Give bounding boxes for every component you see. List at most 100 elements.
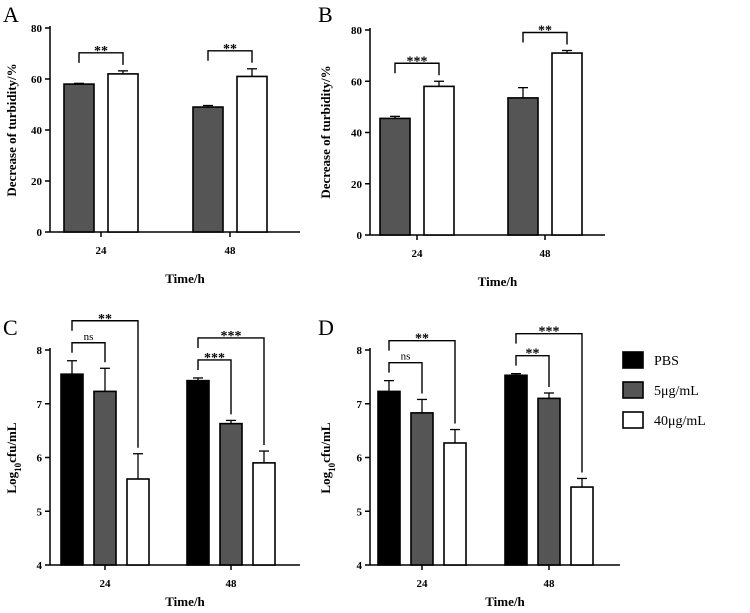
significance-bracket (515, 332, 583, 473)
bar (126, 478, 150, 566)
bar (570, 486, 594, 566)
y-axis-label: Decrease of turbidity/% (4, 63, 19, 196)
bar (379, 117, 411, 236)
bar (377, 390, 401, 566)
y-tick-label: 8 (37, 345, 43, 357)
y-tick-label: 4 (357, 560, 363, 572)
bar (537, 397, 561, 566)
significance-label: *** (204, 351, 225, 366)
x-axis-label: Time/h (485, 594, 525, 609)
bar (504, 374, 528, 566)
significance-label: ** (415, 332, 429, 347)
legend: PBS 5μg/mL 40μg/mL (622, 351, 706, 429)
significance-bracket (207, 50, 253, 63)
significance-label: *** (221, 329, 242, 344)
panel-letter: A (3, 2, 19, 27)
significance-label: ns (401, 351, 411, 363)
y-tick-label: 8 (357, 345, 363, 357)
y-tick-label: 60 (31, 74, 43, 86)
significance-label: ** (94, 44, 108, 59)
significance-bracket (71, 342, 106, 363)
significance-bracket (197, 359, 232, 415)
legend-swatch (622, 381, 644, 399)
significance-bracket (515, 354, 550, 387)
y-tick-label: 40 (351, 128, 363, 140)
bar (219, 422, 243, 566)
bar (551, 52, 583, 236)
y-tick-label: 80 (31, 23, 43, 35)
significance-bracket (388, 339, 456, 424)
y-axis-label-sub: 10 (327, 462, 337, 472)
significance-bracket (78, 52, 124, 65)
significance-bracket (522, 31, 568, 45)
x-tick-label: 24 (412, 248, 424, 260)
panel-letter: B (318, 2, 333, 27)
panel-letter: D (318, 315, 334, 340)
y-tick-label: 40 (31, 125, 43, 137)
bar (423, 85, 455, 236)
significance-bracket (197, 337, 265, 446)
x-axis-label: Time/h (165, 271, 205, 286)
y-axis-label: Log10cfu/mL (4, 422, 23, 493)
significance-label: *** (407, 54, 428, 69)
significance-label: ** (538, 24, 552, 39)
y-tick-label: 6 (37, 453, 43, 465)
y-tick-label: 20 (351, 179, 363, 191)
panel-letter: C (3, 315, 18, 340)
bar (443, 442, 467, 566)
significance-label: ns (84, 331, 94, 343)
significance-bracket (388, 361, 423, 394)
bar (63, 83, 95, 233)
legend-label: 40μg/mL (654, 414, 706, 429)
y-axis-label: Log10cfu/mL (318, 422, 337, 493)
y-axis-label-end: cfu/mL (4, 422, 19, 463)
y-tick-label: 80 (351, 25, 363, 37)
significance-bracket (394, 62, 440, 76)
y-tick-label: 0 (37, 227, 43, 239)
y-axis-label-sub: 10 (13, 462, 23, 472)
x-tick-label: 48 (540, 248, 552, 260)
significance-bracket (71, 320, 139, 448)
bar (507, 97, 539, 236)
significance-label: ** (98, 312, 112, 327)
bar (60, 373, 84, 566)
panel-a: A 0 20 40 60 80 24 48 ** ** Time/h Decrease of turb… (3, 2, 300, 286)
y-tick-label: 60 (351, 76, 363, 88)
significance-label: ** (223, 42, 237, 57)
x-axis-label: Time/h (165, 594, 205, 609)
y-axis-label: Decrease of turbidity/% (318, 65, 333, 198)
y-tick-label: 7 (357, 399, 363, 411)
y-axis-label-main: Log (4, 471, 19, 493)
bar (236, 75, 268, 233)
x-tick-label: 24 (96, 245, 108, 257)
bar (410, 412, 434, 566)
legend-label: 5μg/mL (654, 384, 699, 399)
legend-swatch (622, 351, 644, 369)
legend-label: PBS (654, 354, 679, 369)
y-axis-label-end: cfu/mL (318, 422, 333, 463)
x-tick-label: 48 (544, 578, 556, 590)
bar (192, 106, 224, 233)
x-tick-label: 24 (100, 578, 112, 590)
x-tick-label: 48 (226, 578, 238, 590)
bar (186, 379, 210, 566)
y-tick-label: 0 (357, 230, 363, 242)
y-tick-label: 5 (37, 506, 43, 518)
x-axis-label: Time/h (478, 274, 518, 289)
bar (252, 462, 276, 566)
x-tick-label: 48 (225, 245, 237, 257)
legend-swatch (622, 411, 644, 429)
y-tick-label: 7 (37, 399, 43, 411)
x-tick-label: 24 (417, 578, 429, 590)
y-tick-label: 20 (31, 176, 43, 188)
y-tick-label: 5 (357, 506, 363, 518)
bar (93, 390, 117, 566)
significance-label: *** (539, 325, 560, 340)
significance-label: ** (526, 347, 540, 362)
bar (107, 73, 139, 233)
y-tick-label: 6 (357, 453, 363, 465)
